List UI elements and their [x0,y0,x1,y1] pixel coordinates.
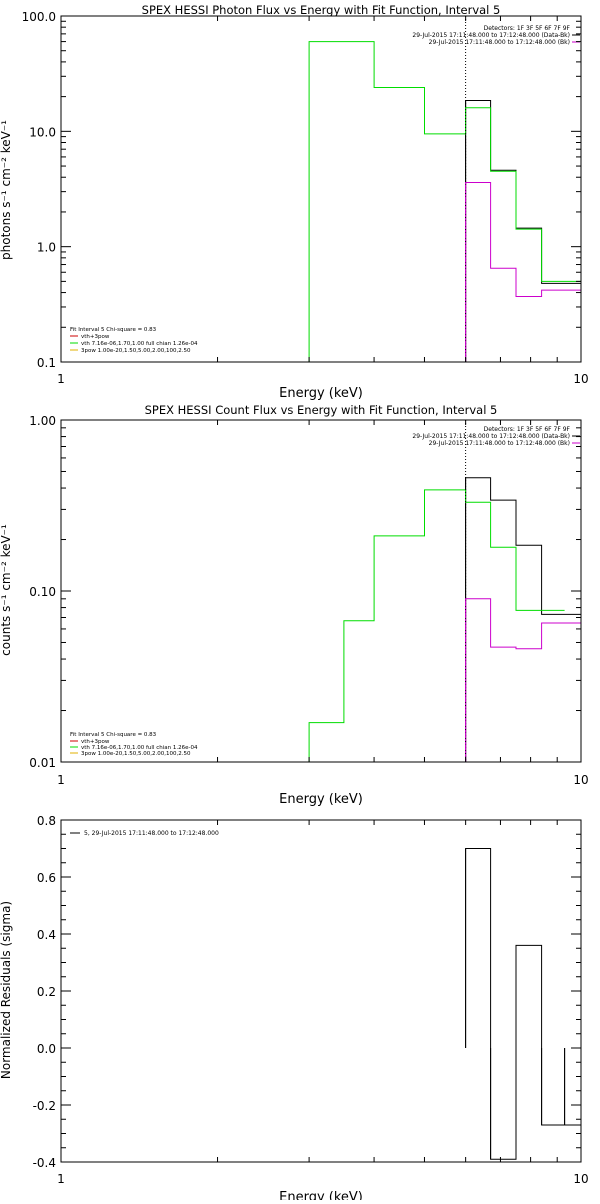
photon-flux-xtick-10: 10 [573,372,588,386]
legend-total: vth+3pow [81,334,110,340]
tick-marks [60,15,582,363]
photon-flux-legend-bottom-left: Fit Interval 5 Chi-square = 0.83 vth+3po… [70,327,198,354]
legend-bk: 29-Jul-2015 17:11:48.000 to 17:12:48.000… [429,39,570,46]
y-tick-label: -0.4 [33,1156,56,1170]
legend-data-bk: 29-Jul-2015 17:11:48.000 to 17:12:48.000… [412,32,570,39]
residuals-xlabel: Energy (keV) [279,1190,363,1200]
series-group [308,41,581,362]
count-flux-xtick-1: 1 [57,773,65,787]
y-tick-label: 10.0 [29,125,56,139]
y-tick-label: 100.0 [22,10,56,24]
plot-frame [60,819,582,1163]
series-line-0 [465,477,581,762]
series-line-2 [465,598,581,762]
legend-bk: 29-Jul-2015 17:11:48.000 to 17:12:48.000… [429,440,570,447]
photon-flux-title: SPEX HESSI Photon Flux vs Energy with Fi… [142,3,501,17]
y-tick-label: 0.6 [37,871,56,885]
y-tick-label: -0.2 [33,1099,56,1113]
series-line-0 [465,100,581,362]
series-line-0 [465,848,581,1160]
residuals-legend: 5, 29-Jul-2015 17:11:48.000 to 17:12:48.… [70,830,219,837]
y-tick-label: 0.10 [29,585,56,599]
residuals-panel: Normalized Residuals (sigma) Energy (keV… [0,814,589,1204]
legend-detectors: Detectors: 1F 3F 5F 6F 7F 9F [484,426,571,433]
y-tick-label: 0.01 [29,756,56,770]
photon-flux-legend-top-right: Detectors: 1F 3F 5F 6F 7F 9F 29-Jul-2015… [412,25,580,46]
series-line-1 [308,489,565,762]
tick-marks [60,419,582,763]
y-tick-label: 0.1 [37,356,56,370]
plot-frame [60,15,582,363]
y-tick-label: 0.8 [37,814,56,828]
legend-vth: vth 7.16e-06,1.70,1.00 full chian 1.26e-… [81,341,198,347]
count-flux-legend-bottom-left: Fit Interval 5 Chi-square = 0.83 vth+3po… [70,732,198,757]
residuals-xtick-10: 10 [573,1172,588,1186]
legend-vth: vth 7.16e-06,1.70,1.00 full chian 1.26e-… [81,745,198,751]
count-flux-xlabel: Energy (keV) [279,792,363,807]
residuals-xtick-1: 1 [57,1172,65,1186]
series-group [465,848,581,1160]
count-flux-title: SPEX HESSI Count Flux vs Energy with Fit… [145,403,498,417]
series-line-2 [465,182,581,362]
photon-flux-xtick-1: 1 [57,372,65,386]
plot-frame [60,419,582,763]
legend-detectors: Detectors: 1F 3F 5F 6F 7F 9F [484,25,571,32]
photon-flux-ylabel: photons s⁻¹ cm⁻² keV⁻¹ [0,120,13,260]
legend-fit-interval: Fit Interval 5 Chi-square = 0.83 [70,327,157,333]
legend-data-bk: 29-Jul-2015 17:11:48.000 to 17:12:48.000… [412,433,570,440]
series-group [308,477,581,762]
count-flux-xtick-10: 10 [573,773,588,787]
residuals-ylabel: Normalized Residuals (sigma) [0,901,13,1079]
y-tick-label: 1.0 [37,241,56,255]
count-flux-ylabel: counts s⁻¹ cm⁻² keV⁻¹ [0,524,13,656]
legend-3pow: 3pow 1.00e-20,1.50,5.00,2.00,100,2.50 [81,348,191,354]
y-tick-label: 0.2 [37,985,56,999]
y-tick-label: 1.00 [29,414,56,428]
legend-fit-interval: Fit Interval 5 Chi-square = 0.83 [70,732,157,738]
photon-flux-panel: SPEX HESSI Photon Flux vs Energy with Fi… [0,3,589,401]
count-flux-legend-top-right: Detectors: 1F 3F 5F 6F 7F 9F 29-Jul-2015… [412,426,580,447]
legend-3pow: 3pow 1.00e-20,1.50,5.00,2.00,100,2.50 [81,751,191,757]
legend-total: vth+3pow [81,739,110,745]
count-flux-panel: SPEX HESSI Count Flux vs Energy with Fit… [0,403,589,807]
photon-flux-xlabel: Energy (keV) [279,386,363,401]
tick-marks [60,819,582,1163]
y-tick-label: 0.4 [37,928,56,942]
series-line-1 [308,41,581,362]
y-tick-label: 0.0 [37,1042,56,1056]
legend-interval: 5, 29-Jul-2015 17:11:48.000 to 17:12:48.… [84,830,219,837]
